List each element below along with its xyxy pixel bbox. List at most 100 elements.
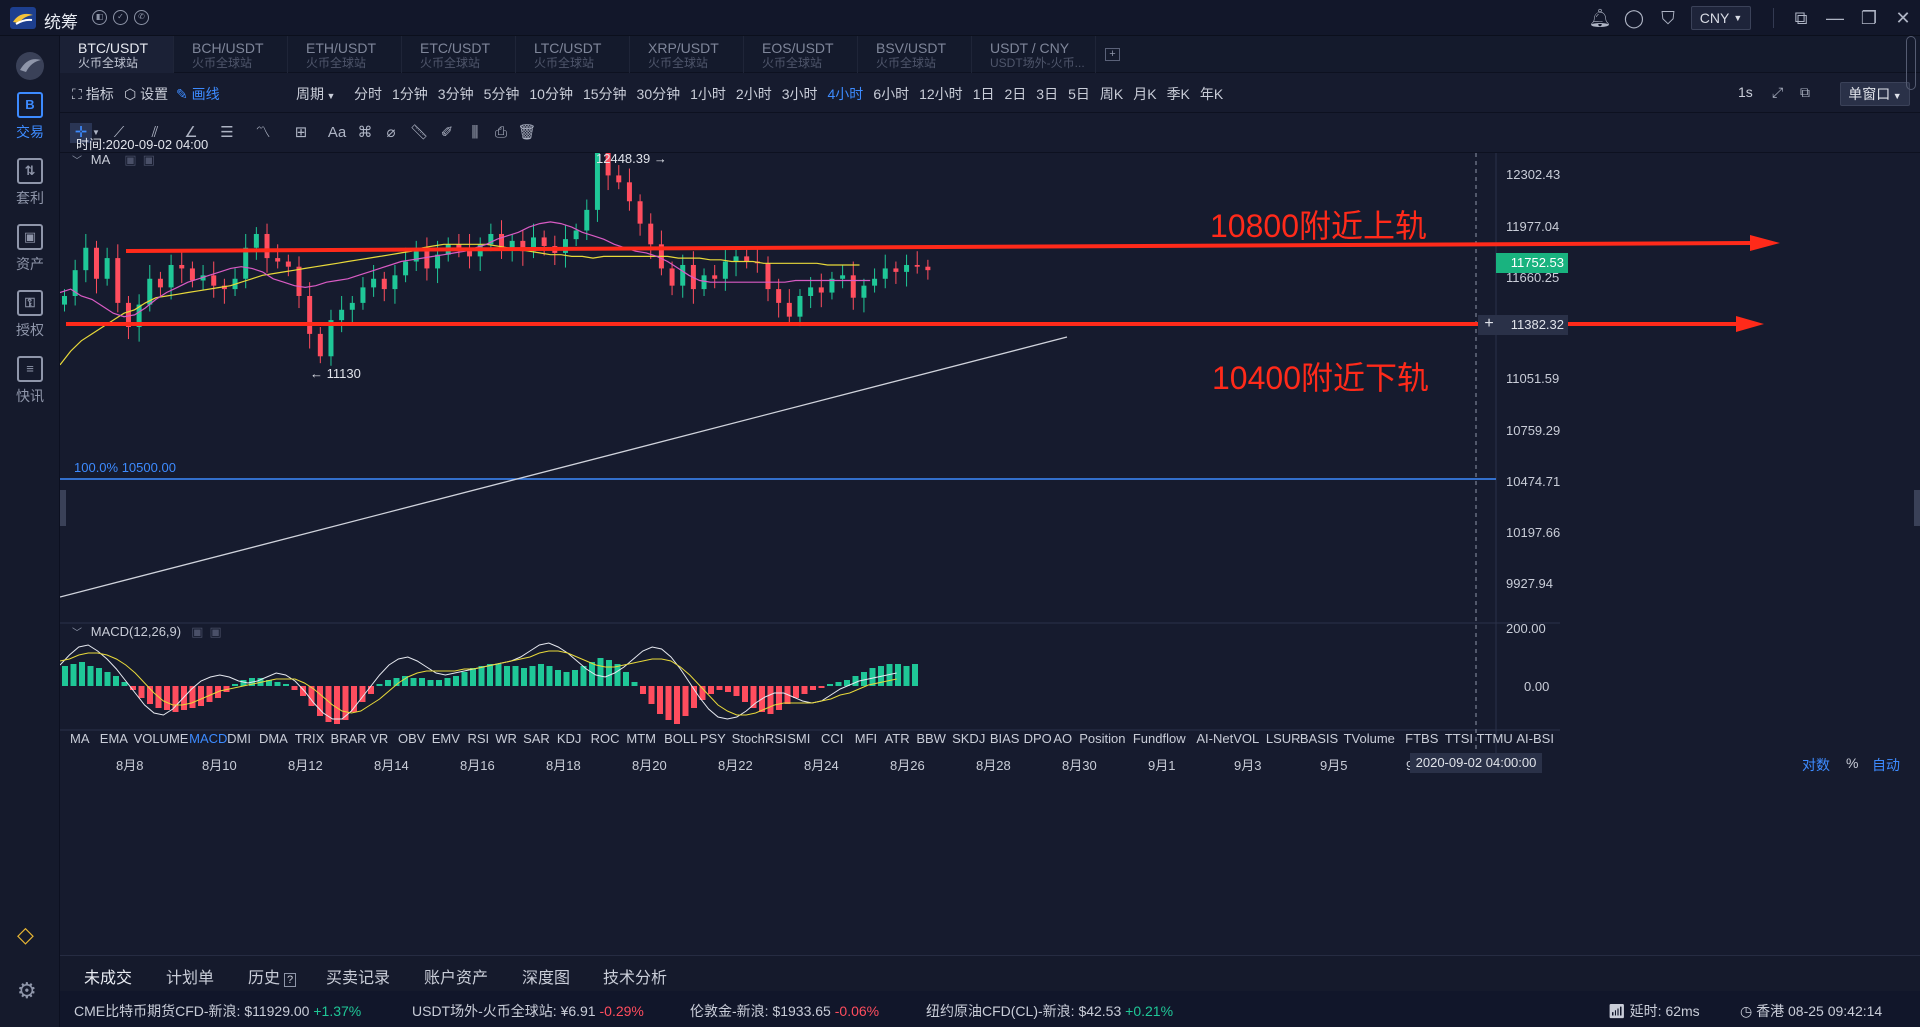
currency-select[interactable]: CNY ▼ xyxy=(1691,6,1751,30)
period-option[interactable]: 15分钟 xyxy=(582,86,627,102)
sidebar-item-news[interactable]: ≡ 快讯 xyxy=(0,356,60,406)
indicator-option[interactable]: EMV xyxy=(431,731,460,746)
indicator-button[interactable]: ⛶ 指标 xyxy=(72,86,114,102)
period-option[interactable]: 5日 xyxy=(1068,86,1090,102)
indicator-option[interactable]: DMA xyxy=(258,731,288,746)
text-tool-icon[interactable]: Aa xyxy=(327,124,347,141)
indicator-option[interactable]: BASIS xyxy=(1299,731,1339,746)
sidebar-item-arbitrage[interactable]: ⇅ 套利 xyxy=(0,158,60,208)
price-chart[interactable] xyxy=(60,153,1920,933)
period-option[interactable]: 5分钟 xyxy=(483,86,520,102)
indicator-option[interactable]: TTSI xyxy=(1444,731,1474,746)
magnet-tool-icon[interactable]: ✐ xyxy=(440,124,454,141)
tab-eth-usdt[interactable]: ETH/USDT 火币全球站 xyxy=(288,36,402,73)
indicator-option[interactable]: TVolume xyxy=(1343,731,1395,746)
indicator-option[interactable]: Fundflow xyxy=(1132,731,1186,746)
tab-etc-usdt[interactable]: ETC/USDT 火币全球站 xyxy=(402,36,516,73)
indicator-option[interactable]: DPO xyxy=(1023,731,1052,746)
gear-icon[interactable]: ▣ xyxy=(191,624,204,639)
pin-icon[interactable]: ⧉ xyxy=(1794,7,1808,28)
indicator-option[interactable]: Position xyxy=(1079,731,1126,746)
shield-icon[interactable]: ✓ xyxy=(113,10,128,25)
collapse-icon[interactable]: ﹀ xyxy=(72,156,85,167)
indicator-option[interactable]: VR xyxy=(370,731,389,746)
indicator-option[interactable]: DMI xyxy=(227,731,252,746)
indicator-option[interactable]: BOLL xyxy=(664,731,698,746)
fib-tool-icon[interactable]: ☰ xyxy=(220,124,234,141)
grid-tool-icon[interactable]: ⊞ xyxy=(294,124,308,141)
crosshair-tool-icon[interactable]: ✛ xyxy=(70,123,92,143)
indicator-option[interactable]: SKDJ xyxy=(952,731,986,746)
period-option[interactable]: 1小时 xyxy=(690,86,726,102)
tab-usdt-cny[interactable]: USDT / CNY USDT场外-火币... xyxy=(972,36,1096,73)
chevron-down-icon[interactable]: ▼ xyxy=(92,128,100,137)
scrollbar[interactable] xyxy=(1906,36,1916,90)
sidebar-item-auth[interactable]: ⚿ 授权 xyxy=(0,290,60,340)
period-option[interactable]: 1日 xyxy=(972,86,995,102)
period-option[interactable]: 分时 xyxy=(354,86,382,102)
tab-trade-records[interactable]: 买卖记录 xyxy=(326,970,391,987)
close-icon[interactable]: ▣ xyxy=(209,624,222,639)
settings-button[interactable]: ⬡ 设置 xyxy=(124,86,169,102)
auto-scale-toggle[interactable]: 自动 xyxy=(1872,757,1900,773)
angle-tool-icon[interactable]: ∠ xyxy=(184,124,198,141)
ticker-gold[interactable]: 伦敦金-新浪: $1933.65 -0.06% xyxy=(690,1003,880,1019)
period-option[interactable]: 2小时 xyxy=(735,86,772,102)
indicator-option[interactable]: TTMU xyxy=(1476,731,1513,746)
indicator-option[interactable]: MTM xyxy=(626,731,656,746)
period-option[interactable]: 3分钟 xyxy=(437,86,474,102)
indicator-option[interactable]: FTBS xyxy=(1405,731,1439,746)
indicator-option[interactable]: VOLUME xyxy=(133,731,189,746)
popout-icon[interactable]: ⧉ xyxy=(1800,84,1810,100)
draw-button[interactable]: ✎ 画线 xyxy=(176,86,220,102)
indicator-option[interactable]: KDJ xyxy=(556,731,582,746)
channel-tool-icon[interactable]: ⫽ xyxy=(151,124,159,141)
percent-scale-toggle[interactable]: % xyxy=(1846,755,1859,771)
ticker-cme[interactable]: CME比特币期货CFD-新浪: $11929.00 +1.37% xyxy=(74,1003,362,1019)
period-option[interactable]: 30分钟 xyxy=(636,86,681,102)
ruler-tool-icon[interactable]: 📏︎ xyxy=(409,124,429,141)
trendline-tool-icon[interactable]: ⟋ xyxy=(113,124,125,141)
restore-icon[interactable]: ❐ xyxy=(1860,7,1878,28)
gear-icon[interactable]: ▣ xyxy=(124,152,137,167)
indicator-option[interactable]: TRIX xyxy=(294,731,325,746)
indicator-option[interactable]: EMA xyxy=(99,731,128,746)
indicator-option[interactable]: SMI xyxy=(787,731,811,746)
period-option[interactable]: 3日 xyxy=(1036,86,1059,102)
bars-pattern-icon[interactable]: ⫼ xyxy=(471,124,479,141)
period-option[interactable]: 季K xyxy=(1166,86,1190,102)
close-icon[interactable]: ▣ xyxy=(142,152,155,167)
sidebar-item-assets[interactable]: ▣ 资产 xyxy=(0,224,60,274)
indicator-option[interactable]: MA xyxy=(70,731,90,746)
indicator-option[interactable]: AI-BSI xyxy=(1516,731,1554,746)
shirt-icon[interactable]: ⛉ xyxy=(1661,7,1675,28)
indicator-option[interactable]: SAR xyxy=(523,731,550,746)
wave-tool-icon[interactable]: 〽 xyxy=(255,124,271,141)
period-option[interactable]: 4小时 xyxy=(827,86,864,102)
trash-icon[interactable]: 🗑︎ xyxy=(517,124,537,141)
indicator-option[interactable]: LSUR xyxy=(1265,731,1301,746)
indicator-option[interactable]: ROC xyxy=(590,731,620,746)
tab-ltc-usdt[interactable]: LTC/USDT 火币全球站 xyxy=(516,36,630,73)
left-panel-handle[interactable] xyxy=(60,490,66,526)
tab-btc-usdt[interactable]: BTC/USDT 火币全球站 xyxy=(60,36,174,73)
indicator-option[interactable]: PSY xyxy=(699,731,726,746)
indicator-option[interactable]: BIAS xyxy=(989,731,1020,746)
indicator-option[interactable]: MFI xyxy=(854,731,878,746)
period-option[interactable]: 6小时 xyxy=(873,86,910,102)
indicator-option[interactable]: OBV xyxy=(397,731,426,746)
window-mode-select[interactable]: 单窗口 ▼ xyxy=(1840,82,1910,106)
sidebar-item-trade[interactable]: B 交易 xyxy=(0,92,60,142)
tab-plan-orders[interactable]: 计划单 xyxy=(166,970,215,987)
tab-depth-chart[interactable]: 深度图 xyxy=(522,970,571,987)
period-option[interactable]: 1分钟 xyxy=(392,86,428,102)
tab-eos-usdt[interactable]: EOS/USDT 火币全球站 xyxy=(744,36,858,73)
tab-history[interactable]: 历史? xyxy=(248,964,297,988)
chart-area[interactable]: 时间:2020-09-02 04:00 ﹀ MA ▣ ▣ 12448.39 → ← … xyxy=(60,137,1920,933)
indicator-option[interactable]: AO xyxy=(1053,731,1073,746)
phone-icon[interactable]: ✆ xyxy=(134,10,149,25)
tab-bsv-usdt[interactable]: BSV/USDT 火币全球站 xyxy=(858,36,972,73)
indicator-option[interactable]: AI-NetVOL xyxy=(1196,731,1260,746)
indicator-option[interactable]: MACD xyxy=(189,731,228,746)
brush-tool-icon[interactable]: ⌘ xyxy=(357,124,373,141)
